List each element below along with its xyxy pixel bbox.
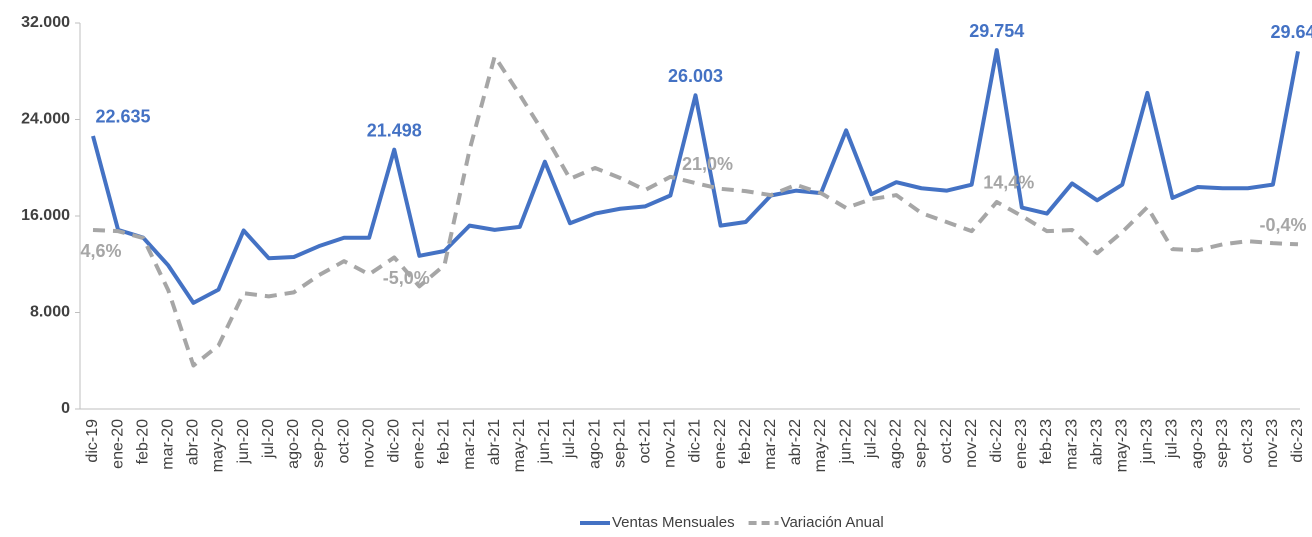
x-tick-label: jun-20 xyxy=(235,419,252,465)
x-tick-label: ago-22 xyxy=(888,419,905,469)
x-tick-label: abr-21 xyxy=(486,419,503,465)
y-tick-label: 32.000 xyxy=(21,14,70,31)
data-label: -5,0% xyxy=(383,268,430,288)
data-label: 29.754 xyxy=(969,21,1024,41)
series-line xyxy=(91,48,1300,305)
data-label: 4,6% xyxy=(80,241,121,261)
x-tick-label: sep-20 xyxy=(310,419,327,468)
x-tick-label: jul-23 xyxy=(1164,419,1181,459)
x-tick-label: feb-22 xyxy=(737,419,754,464)
x-tick-label: mar-21 xyxy=(461,419,478,470)
data-label: 21,0% xyxy=(682,154,733,174)
data-label: 14,4% xyxy=(983,173,1034,193)
x-tick-label: abr-20 xyxy=(185,419,202,465)
x-tick-label: nov-21 xyxy=(662,419,679,468)
x-tick-label: ago-23 xyxy=(1189,419,1206,469)
x-tick-label: feb-21 xyxy=(436,419,453,464)
x-tick-label: ene-22 xyxy=(712,419,729,469)
x-tick-label: oct-22 xyxy=(938,419,955,464)
x-tick-label: sep-22 xyxy=(913,419,930,468)
x-tick-label: nov-23 xyxy=(1264,419,1281,468)
x-tick-label: nov-22 xyxy=(963,419,980,468)
data-label: 22.635 xyxy=(95,107,150,127)
x-tick-label: oct-21 xyxy=(637,419,654,464)
x-tick-label: dic-22 xyxy=(988,419,1005,463)
x-tick-label: ago-20 xyxy=(285,419,302,469)
x-tick-label: dic-20 xyxy=(385,419,402,463)
x-tick-label: dic-23 xyxy=(1289,419,1306,463)
x-tick-label: oct-23 xyxy=(1239,419,1256,464)
x-tick-label: abr-22 xyxy=(787,419,804,465)
x-tick-label: jul-21 xyxy=(561,419,578,459)
x-tick-label: nov-20 xyxy=(360,419,377,468)
x-tick-label: feb-20 xyxy=(134,419,151,464)
y-tick-label: 16.000 xyxy=(21,207,70,224)
x-tick-label: sep-21 xyxy=(611,419,628,468)
x-tick-label: mar-23 xyxy=(1063,419,1080,470)
x-tick-label: may-21 xyxy=(511,419,528,472)
x-tick-label: mar-20 xyxy=(160,419,177,470)
x-tick-label: dic-19 xyxy=(84,419,101,463)
legend-label: Ventas Mensuales xyxy=(612,514,735,531)
x-tick-label: dic-21 xyxy=(687,419,704,463)
data-label: 26.003 xyxy=(668,66,723,86)
legend-label: Variación Anual xyxy=(781,514,884,531)
x-tick-label: ene-20 xyxy=(109,419,126,469)
x-tick-label: jun-23 xyxy=(1139,419,1156,465)
x-tick-label: feb-23 xyxy=(1038,419,1055,464)
data-label: 29.646 xyxy=(1270,22,1312,42)
x-tick-label: ene-21 xyxy=(411,419,428,469)
x-tick-label: jul-22 xyxy=(862,419,879,459)
x-tick-label: ago-21 xyxy=(586,419,603,469)
y-tick-label: 24.000 xyxy=(21,111,70,128)
x-tick-label: ene-23 xyxy=(1013,419,1030,469)
x-tick-label: jun-21 xyxy=(536,419,553,465)
x-tick-label: sep-23 xyxy=(1214,419,1231,468)
x-tick-label: jun-22 xyxy=(837,419,854,465)
y-tick-label: 8.000 xyxy=(30,304,70,321)
x-tick-label: may-22 xyxy=(812,419,829,472)
data-label: -0,4% xyxy=(1259,215,1306,235)
x-tick-label: mar-22 xyxy=(762,419,779,470)
x-tick-label: may-20 xyxy=(210,419,227,472)
series-line xyxy=(92,54,1299,368)
x-tick-label: may-23 xyxy=(1113,419,1130,472)
x-tick-label: abr-23 xyxy=(1088,419,1105,465)
x-tick-label: jul-20 xyxy=(260,419,277,459)
x-tick-label: oct-20 xyxy=(335,419,352,464)
data-label: 21.498 xyxy=(367,120,422,140)
y-tick-label: 0 xyxy=(61,400,70,417)
